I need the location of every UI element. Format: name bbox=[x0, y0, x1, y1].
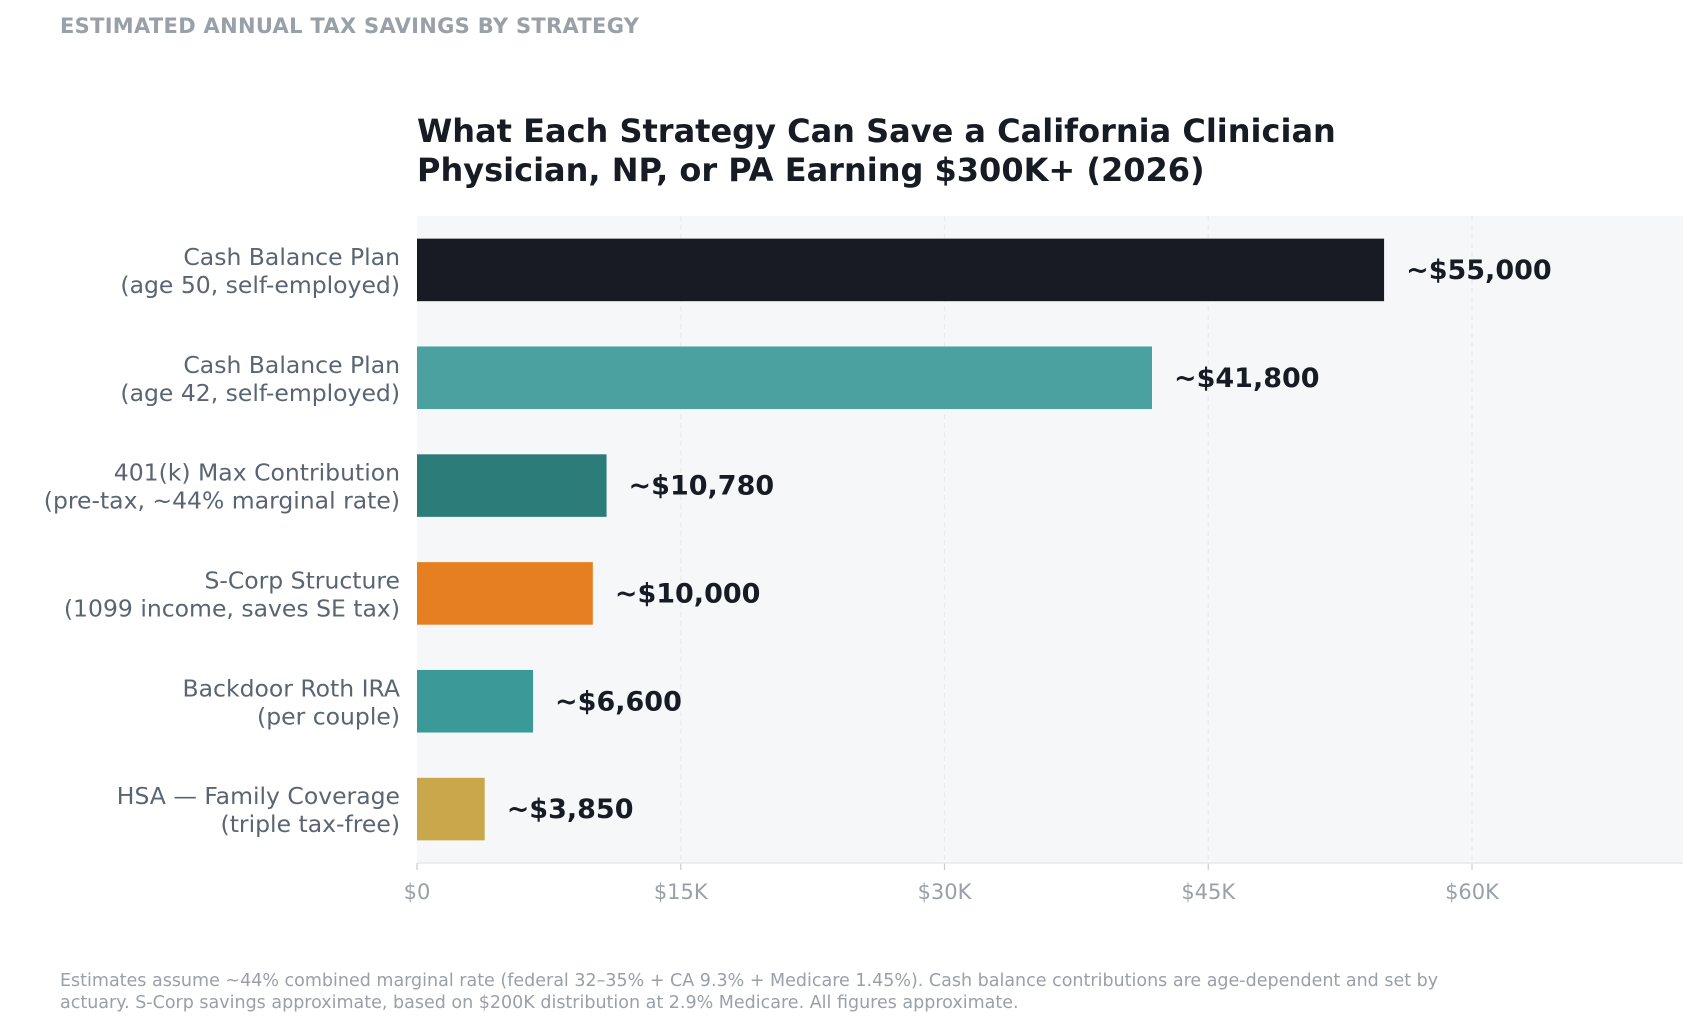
category-label: (age 42, self-employed) bbox=[120, 379, 400, 407]
footnote-line-1: Estimates assume ~44% combined marginal … bbox=[60, 971, 1439, 991]
category-label: Cash Balance Plan bbox=[183, 243, 400, 271]
data-label: ~$6,600 bbox=[555, 686, 682, 717]
bars: ~$55,000 ~$41,800 ~$10,780 ~$10,000 ~$6,600 ~… bbox=[417, 238, 1552, 841]
chart-kicker: ESTIMATED ANNUAL TAX SAVINGS BY STRATEGY bbox=[60, 14, 640, 38]
category-label: (1099 income, saves SE tax) bbox=[64, 594, 400, 622]
bar bbox=[417, 454, 607, 517]
category-label: (triple tax-free) bbox=[221, 810, 400, 838]
bar bbox=[417, 777, 485, 841]
category-label: Cash Balance Plan bbox=[183, 351, 400, 379]
data-label: ~$10,000 bbox=[615, 578, 761, 609]
footnote-line-2: actuary. S-Corp savings approximate, bas… bbox=[60, 993, 1019, 1013]
chart-title-line-1: What Each Strategy Can Save a California… bbox=[417, 112, 1336, 150]
data-label: ~$10,780 bbox=[629, 471, 775, 502]
category-label: (per couple) bbox=[257, 702, 400, 730]
category-label: S-Corp Structure bbox=[204, 566, 400, 594]
data-label: ~$3,850 bbox=[507, 794, 634, 825]
chart-title-line-2: Physician, NP, or PA Earning $300K+ (202… bbox=[417, 151, 1205, 189]
x-tick-label: $60K bbox=[1445, 880, 1500, 904]
x-tick-label: $30K bbox=[918, 880, 973, 904]
category-labels: Cash Balance Plan(age 50, self-employed)… bbox=[44, 243, 400, 838]
footnote: Estimates assume ~44% combined marginal … bbox=[60, 970, 1660, 1014]
bar bbox=[417, 346, 1152, 410]
bar bbox=[417, 562, 593, 625]
category-label: (age 50, self-employed) bbox=[120, 271, 400, 299]
plot-background bbox=[417, 216, 1683, 863]
category-label: Backdoor Roth IRA bbox=[183, 674, 400, 702]
category-label: HSA — Family Coverage bbox=[117, 782, 400, 810]
data-label: ~$41,800 bbox=[1174, 363, 1320, 394]
data-label: ~$55,000 bbox=[1406, 255, 1552, 286]
category-label: 401(k) Max Contribution bbox=[114, 459, 400, 487]
x-tick-label: $0 bbox=[404, 880, 431, 904]
x-tick-label: $15K bbox=[654, 880, 709, 904]
x-tick-label: $45K bbox=[1181, 880, 1236, 904]
x-axis-ticks: $0 $15K $30K $45K $60K bbox=[404, 863, 1500, 904]
category-label: (pre-tax, ~44% marginal rate) bbox=[44, 487, 400, 515]
bar bbox=[417, 669, 534, 733]
chart-title: What Each Strategy Can Save a California… bbox=[417, 112, 1336, 190]
bar bbox=[417, 238, 1385, 302]
